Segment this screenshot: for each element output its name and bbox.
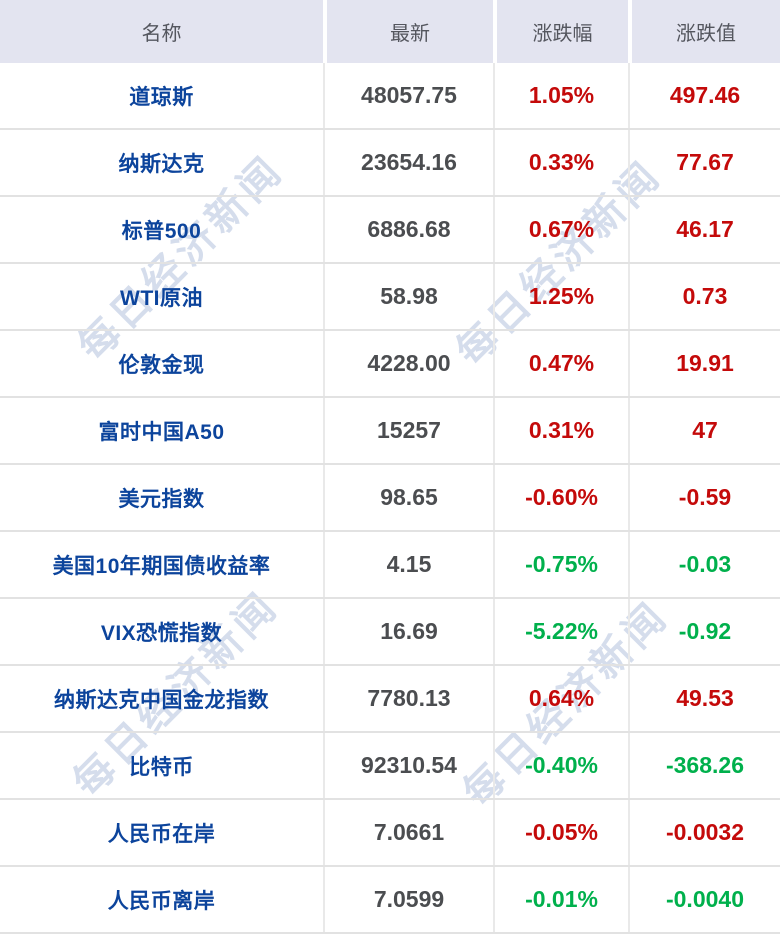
change-percent: -5.22% <box>493 599 628 664</box>
latest-value: 98.65 <box>323 465 493 530</box>
instrument-name: 伦敦金现 <box>118 353 205 377</box>
table-row: WTI原油 58.98 1.25% 0.73 <box>0 264 780 331</box>
change-percent: 0.47% <box>493 331 628 396</box>
change-value: -0.59 <box>628 465 780 530</box>
change-value: 47 <box>628 398 780 463</box>
instrument-name: 标普500 <box>121 219 202 243</box>
header-change-pct: 涨跌幅 <box>493 0 628 63</box>
instrument-name: 道琼斯 <box>129 85 194 109</box>
change-value: 46.17 <box>628 197 780 262</box>
change-percent: -0.01% <box>493 867 628 932</box>
latest-value: 4.15 <box>323 532 493 597</box>
change-percent: -0.75% <box>493 532 628 597</box>
latest-value: 48057.75 <box>323 63 493 128</box>
table-row: 美国10年期国债收益率 4.15 -0.75% -0.03 <box>0 532 780 599</box>
latest-value: 58.98 <box>323 264 493 329</box>
change-percent: -0.60% <box>493 465 628 530</box>
change-value: -368.26 <box>628 733 780 798</box>
change-value: 0.73 <box>628 264 780 329</box>
change-percent: -0.05% <box>493 800 628 865</box>
table-row: 人民币离岸 7.0599 -0.01% -0.0040 <box>0 867 780 934</box>
header-latest: 最新 <box>323 0 493 63</box>
change-value: 19.91 <box>628 331 780 396</box>
change-value: 77.67 <box>628 130 780 195</box>
instrument-name: 美国10年期国债收益率 <box>52 554 271 578</box>
latest-value: 6886.68 <box>323 197 493 262</box>
change-percent: 0.33% <box>493 130 628 195</box>
latest-value: 23654.16 <box>323 130 493 195</box>
instrument-name: 美元指数 <box>118 487 205 511</box>
table-row: 伦敦金现 4228.00 0.47% 19.91 <box>0 331 780 398</box>
header-change-val: 涨跌值 <box>628 0 780 63</box>
latest-value: 7.0661 <box>323 800 493 865</box>
instrument-name: 纳斯达克 <box>118 152 205 176</box>
change-percent: 1.05% <box>493 63 628 128</box>
table-row: 标普500 6886.68 0.67% 46.17 <box>0 197 780 264</box>
instrument-name: 纳斯达克中国金龙指数 <box>54 688 269 712</box>
table-header-row: 名称 最新 涨跌幅 涨跌值 <box>0 0 780 63</box>
table-row: 纳斯达克中国金龙指数 7780.13 0.64% 49.53 <box>0 666 780 733</box>
change-percent: 0.67% <box>493 197 628 262</box>
table-row: 比特币 92310.54 -0.40% -368.26 <box>0 733 780 800</box>
change-value: 497.46 <box>628 63 780 128</box>
change-value: -0.92 <box>628 599 780 664</box>
latest-value: 7780.13 <box>323 666 493 731</box>
latest-value: 7.0599 <box>323 867 493 932</box>
table-row: 富时中国A50 15257 0.31% 47 <box>0 398 780 465</box>
table-row: 人民币在岸 7.0661 -0.05% -0.0032 <box>0 800 780 867</box>
instrument-name: 富时中国A50 <box>98 420 225 444</box>
change-value: -0.03 <box>628 532 780 597</box>
table-row: 美元指数 98.65 -0.60% -0.59 <box>0 465 780 532</box>
header-name: 名称 <box>0 0 323 63</box>
change-percent: 0.64% <box>493 666 628 731</box>
instrument-name: WTI原油 <box>120 286 203 310</box>
change-percent: -0.40% <box>493 733 628 798</box>
table-row: 纳斯达克 23654.16 0.33% 77.67 <box>0 130 780 197</box>
latest-value: 92310.54 <box>323 733 493 798</box>
instrument-name: 人民币在岸 <box>107 822 216 846</box>
latest-value: 15257 <box>323 398 493 463</box>
latest-value: 16.69 <box>323 599 493 664</box>
change-value: 49.53 <box>628 666 780 731</box>
table-body: 道琼斯 48057.75 1.05% 497.46 纳斯达克 23654.16 … <box>0 63 780 934</box>
change-percent: 0.31% <box>493 398 628 463</box>
instrument-name: VIX恐慌指数 <box>100 621 223 645</box>
latest-value: 4228.00 <box>323 331 493 396</box>
table-row: VIX恐慌指数 16.69 -5.22% -0.92 <box>0 599 780 666</box>
instrument-name: 人民币离岸 <box>107 889 216 913</box>
change-percent: 1.25% <box>493 264 628 329</box>
table-row: 道琼斯 48057.75 1.05% 497.46 <box>0 63 780 130</box>
change-value: -0.0040 <box>628 867 780 932</box>
instrument-name: 比特币 <box>129 755 194 779</box>
change-value: -0.0032 <box>628 800 780 865</box>
